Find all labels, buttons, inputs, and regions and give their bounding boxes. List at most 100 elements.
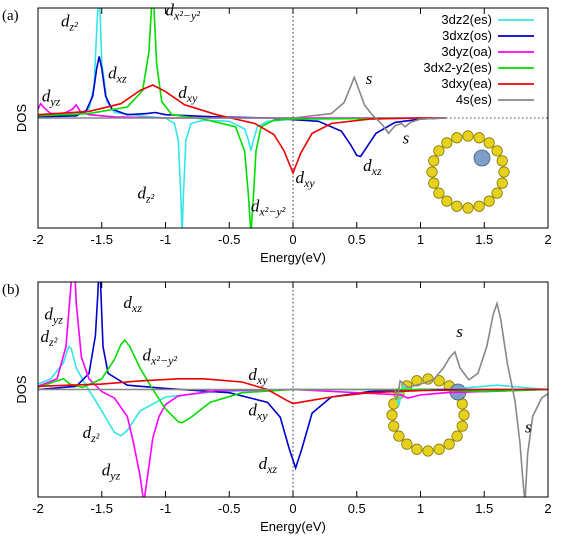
series-line <box>38 84 446 176</box>
legend-label: 3dyz(oa) <box>441 44 492 59</box>
annotation-main: s <box>525 418 532 437</box>
atom <box>451 132 463 144</box>
x-tick-label: -1.5 <box>91 501 113 516</box>
x-tick-label: 1 <box>417 232 424 247</box>
annotation-sub: yz <box>109 469 120 483</box>
annotation-main: d <box>259 454 268 473</box>
molecule-inset <box>426 130 510 214</box>
series-line <box>38 282 548 497</box>
annotation: dx²−y² <box>143 345 178 367</box>
annotation-main: d <box>251 197 260 216</box>
annotation-main: d <box>42 87 51 106</box>
annotation: dz² <box>61 12 78 34</box>
annotation-main: d <box>61 12 70 31</box>
atom <box>443 438 455 450</box>
x-tick-label: 0 <box>289 232 296 247</box>
atom <box>433 187 445 199</box>
x-tick-label: 1.5 <box>475 501 493 516</box>
legend-label: 3dxz(os) <box>442 28 492 43</box>
series-line <box>38 345 548 437</box>
atom <box>483 195 495 207</box>
atom <box>498 166 510 178</box>
atom <box>441 195 453 207</box>
annotation-sub: x²−y² <box>258 205 285 219</box>
annotation: dxz <box>108 63 127 85</box>
x-tick-label: 2 <box>544 501 551 516</box>
annotation: dxy <box>248 365 268 387</box>
annotation: dyz <box>102 461 121 483</box>
x-tick-label: 0.5 <box>348 232 366 247</box>
annotation: dz² <box>41 327 58 349</box>
atom <box>451 430 463 442</box>
annotation: s <box>366 69 373 88</box>
series-line <box>38 300 548 497</box>
annotation-main: d <box>83 423 92 442</box>
annotation-main: d <box>143 345 152 364</box>
annotation: dx²−y² <box>251 197 286 219</box>
annotation-sub: yz <box>52 313 63 327</box>
panel-label: (a) <box>2 8 19 24</box>
metal-atom <box>473 149 491 167</box>
annotation-sub: z² <box>90 431 100 445</box>
annotation-main: d <box>248 400 257 419</box>
series-line <box>38 102 446 119</box>
series-line <box>38 282 548 471</box>
atom <box>426 166 438 178</box>
annotation-main: d <box>41 327 50 346</box>
atom <box>393 430 405 442</box>
atom <box>386 409 398 421</box>
annotation-main: d <box>123 293 132 312</box>
annotation: dxy <box>248 400 268 422</box>
annotation-main: s <box>366 69 373 88</box>
annotation-sub: xz <box>116 71 127 85</box>
atom <box>411 443 423 455</box>
annotation-sub: xz <box>266 462 277 476</box>
atom <box>491 145 503 157</box>
legend-label: 3dx2-y2(es) <box>423 60 492 75</box>
annotation-main: d <box>296 168 305 187</box>
annotation-main: d <box>166 1 175 20</box>
annotation-sub: xz <box>131 301 142 315</box>
x-tick-label: -0.5 <box>218 501 240 516</box>
x-tick-label: 2 <box>544 232 551 247</box>
annotation-sub: x²−y² <box>173 9 200 23</box>
atom <box>456 420 468 432</box>
annotation-main: d <box>102 461 111 480</box>
atom <box>496 155 508 167</box>
annotation-sub: z² <box>68 20 78 34</box>
atom <box>473 132 485 144</box>
atom <box>433 145 445 157</box>
annotation: dxz <box>363 156 382 178</box>
annotation: s <box>525 418 532 437</box>
annotation-main: d <box>44 305 53 324</box>
atom <box>491 187 503 199</box>
x-tick-label: -1 <box>160 232 172 247</box>
atom <box>462 202 474 214</box>
atom <box>411 375 423 387</box>
series-line <box>38 378 548 405</box>
annotation: s <box>403 128 410 147</box>
annotation-sub: xz <box>371 164 382 178</box>
annotation: dxy <box>178 83 198 105</box>
x-axis-label: Energy(eV) <box>260 250 326 265</box>
annotation-main: d <box>108 63 117 82</box>
x-tick-label: -0.5 <box>218 232 240 247</box>
annotation: dxz <box>123 293 142 315</box>
atom <box>458 409 470 421</box>
atom <box>422 445 434 457</box>
annotation-main: s <box>403 128 410 147</box>
annotation-main: s <box>456 322 463 341</box>
annotation: dyz <box>42 87 61 109</box>
annotation-main: d <box>363 156 372 175</box>
panel-label: (b) <box>2 282 20 298</box>
atom <box>473 200 485 212</box>
atom <box>441 137 453 149</box>
annotation: dz² <box>137 183 154 205</box>
x-tick-label: -1.5 <box>91 232 113 247</box>
x-tick-label: 1.5 <box>475 232 493 247</box>
annotation-main: d <box>178 83 187 102</box>
x-axis-label: Energy(eV) <box>260 519 326 534</box>
x-tick-label: -2 <box>32 501 44 516</box>
x-tick-label: 0.5 <box>348 501 366 516</box>
